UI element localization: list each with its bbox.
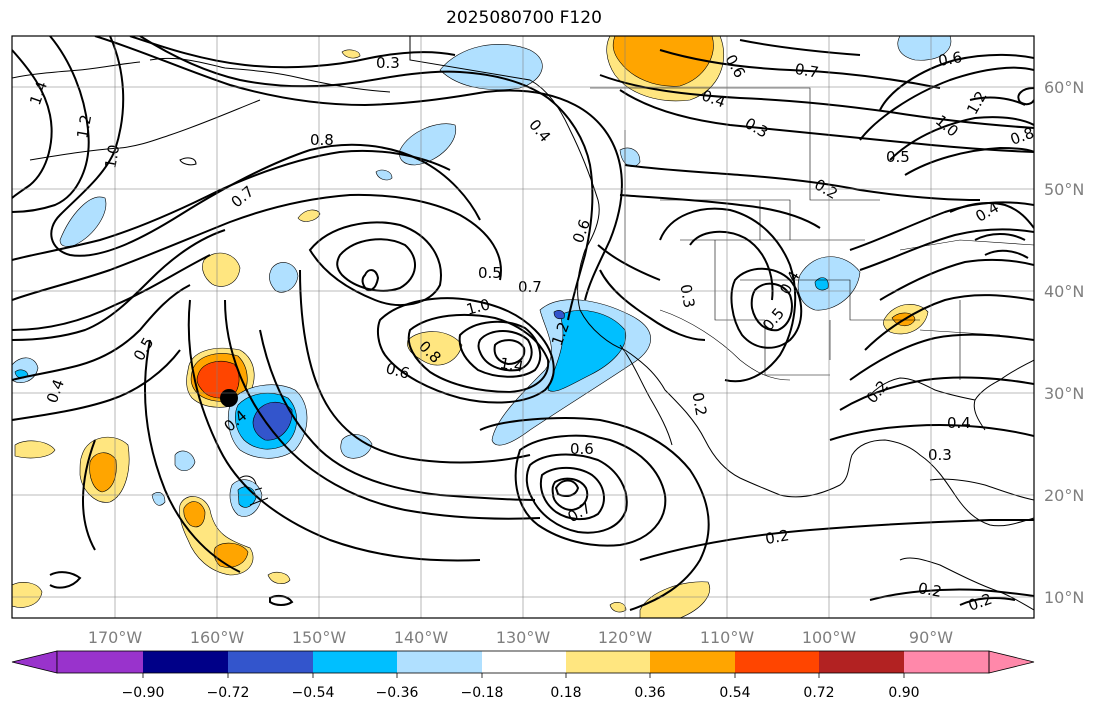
colorbar-segment <box>57 651 143 673</box>
lon-tick-label: 150°W <box>292 628 347 647</box>
contour-label: 0.5 <box>478 264 502 282</box>
colorbar-segment <box>143 651 228 673</box>
contour-label: 1.2 <box>73 113 95 140</box>
colorbar-segment <box>397 651 482 673</box>
colorbar-tick-label: 0.36 <box>634 685 665 701</box>
contour-label: 0.3 <box>376 54 400 72</box>
colorbar-tick-label: 0.54 <box>719 685 750 701</box>
contour-label: 0.7 <box>793 60 820 82</box>
colorbar-segment <box>650 651 735 673</box>
contour-label: 0.6 <box>384 359 412 383</box>
colorbar-segment <box>566 651 650 673</box>
lon-tick-label: 110°W <box>700 628 755 647</box>
lat-tick-label: 50°N <box>1044 180 1084 199</box>
colorbar-tick-label: 0.18 <box>550 685 581 701</box>
contour-label: 1.4 <box>498 354 525 376</box>
colorbar-segment <box>313 651 397 673</box>
lat-tick-label: 10°N <box>1044 588 1084 607</box>
contour-label: 0.6 <box>570 440 594 458</box>
contour-label: 0.4 <box>947 414 971 432</box>
map-frame <box>11 35 1035 619</box>
lon-tick-label: 140°W <box>394 628 449 647</box>
lon-tick-label: 100°W <box>802 628 857 647</box>
contour-label: 0.8 <box>310 131 334 149</box>
colorbar-segment <box>904 651 989 673</box>
colorbar-tick-label: 0.72 <box>803 685 834 701</box>
colorbar-tick-label: −0.54 <box>292 685 335 701</box>
lon-tick-label: 130°W <box>496 628 551 647</box>
shaded-fields <box>12 36 952 618</box>
lat-tick-label: 60°N <box>1044 78 1084 97</box>
colorbar-tick-label: −0.36 <box>376 685 419 701</box>
lon-tick-label: 90°W <box>909 628 953 647</box>
contour-label: 0.2 <box>764 526 791 548</box>
contour-label: 1.0 <box>464 295 492 319</box>
colorbar-tick-label: −0.18 <box>461 685 504 701</box>
colorbar-segment <box>482 651 566 673</box>
contour-label: 0.5 <box>886 148 910 166</box>
lat-tick-label: 30°N <box>1044 384 1084 403</box>
contour-label: 0.2 <box>688 391 710 418</box>
contour-label: 0.3 <box>676 283 698 310</box>
storm-center-marker <box>220 389 238 407</box>
colorbar-upper-extension <box>988 650 1035 674</box>
colorbar: −0.90 −0.72 −0.54 −0.36 −0.18 0.18 0.36 … <box>11 650 1035 701</box>
colorbar-tick-label: −0.90 <box>122 685 165 701</box>
lat-tick-label: 40°N <box>1044 282 1084 301</box>
colorbar-segment <box>735 651 819 673</box>
contour-label: 0.7 <box>518 278 542 296</box>
contour-label: 0.3 <box>928 446 952 464</box>
map-title: 2025080700 F120 <box>446 8 602 28</box>
colorbar-segment <box>228 651 313 673</box>
contour-label: 1.0 <box>101 143 123 170</box>
gridlines <box>12 36 1034 618</box>
colorbar-tick-label: 0.90 <box>888 685 919 701</box>
lat-tick-label: 20°N <box>1044 486 1084 505</box>
colorbar-segment <box>819 651 904 673</box>
colorbar-tick-label: −0.72 <box>207 685 250 701</box>
colorbar-frame <box>56 650 990 674</box>
longitude-tick-labels: 170°W 160°W 150°W 140°W 130°W 120°W 110°… <box>88 628 953 647</box>
lon-tick-label: 160°W <box>190 628 245 647</box>
contour-label: 0.6 <box>937 48 964 70</box>
lon-tick-label: 120°W <box>598 628 653 647</box>
latitude-tick-labels: 60°N 50°N 40°N 30°N 20°N 10°N <box>1044 78 1084 607</box>
lon-tick-label: 170°W <box>88 628 143 647</box>
colorbar-lower-extension <box>11 650 58 674</box>
contour-label: 0.2 <box>917 579 944 601</box>
